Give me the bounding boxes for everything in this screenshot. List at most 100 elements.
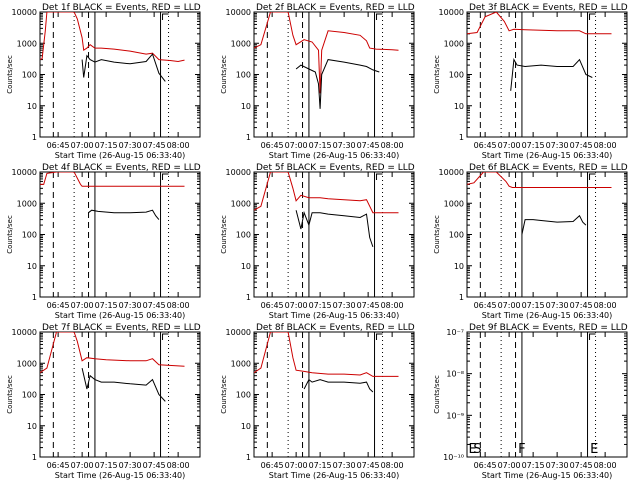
plot-frame	[253, 331, 415, 458]
plot-frame	[466, 171, 628, 298]
chart-title: Det 5f BLACK = Events, RED = LLD	[256, 163, 415, 173]
x-axis-label: Start Time (26-Aug-15 06:33:40)	[482, 471, 613, 480]
plot-frame	[466, 331, 628, 458]
y-axis-label: Counts/sec	[6, 55, 14, 94]
x-axis-label: Start Time (26-Aug-15 06:33:40)	[269, 151, 400, 160]
chart-panel-6: Det 6f BLACK = Events, RED = LLD 1 10 100 10…	[433, 163, 628, 320]
chart-panel-2: Det 2f BLACK = Events, RED = LLD 1 10 100 10…	[220, 3, 415, 160]
x-tick-label: 08:00	[381, 461, 404, 470]
chart-title: Det 1f BLACK = Events, RED = LLD	[42, 3, 201, 13]
y-tick-label: 10000	[439, 8, 464, 17]
y-tick-label: 1000	[17, 39, 37, 48]
x-tick-label: 07:30	[546, 141, 569, 150]
x-tick-label: 07:45	[570, 141, 593, 150]
x-tick-label: 08:00	[167, 301, 190, 310]
series-lld	[40, 172, 185, 187]
y-tick-label: 100	[22, 231, 37, 240]
series-lld	[40, 12, 185, 63]
y-axis-label: Counts/sec	[6, 375, 14, 414]
x-tick-label: 07:15	[95, 301, 118, 310]
y-tick-label: 10	[454, 102, 464, 111]
x-tick-label: 07:30	[546, 461, 569, 470]
x-tick-label: 08:00	[594, 461, 617, 470]
y-tick-label: 10000	[226, 8, 251, 17]
chart-title: Det 8f BLACK = Events, RED = LLD	[256, 323, 415, 333]
x-tick-label: 07:00	[285, 141, 308, 150]
x-tick-label: 06:45	[261, 461, 284, 470]
y-tick-label: 1	[246, 293, 251, 302]
plot-frame	[253, 171, 415, 298]
y-axis-label: Counts/sec	[220, 215, 228, 254]
x-tick-label: 07:45	[570, 461, 593, 470]
plot-frame	[39, 11, 201, 138]
x-tick-label: 07:30	[333, 301, 356, 310]
x-tick-label: 08:00	[381, 301, 404, 310]
y-tick-label: 100	[236, 231, 251, 240]
x-tick-label: 06:45	[474, 141, 497, 150]
y-tick-label: 100	[236, 391, 251, 400]
x-axis-label: Start Time (26-Aug-15 06:33:40)	[55, 471, 186, 480]
series-lld	[254, 12, 399, 94]
x-axis-label: Start Time (26-Aug-15 06:33:40)	[55, 311, 186, 320]
y-tick-label: 10	[241, 102, 251, 111]
y-tick-label: 1	[32, 133, 37, 142]
x-axis-label: Start Time (26-Aug-15 06:33:40)	[269, 471, 400, 480]
series-lld	[40, 332, 185, 374]
y-tick-label: 1000	[17, 359, 37, 368]
chart-panel-1: Det 1f BLACK = Events, RED = LLD 1 10 100 10…	[6, 3, 201, 160]
y-tick-label: 10	[454, 262, 464, 271]
series-events	[295, 59, 380, 109]
y-tick-label: 1000	[444, 199, 464, 208]
x-tick-label: 06:45	[47, 301, 70, 310]
x-tick-label: 06:45	[47, 141, 70, 150]
marker-bracket	[162, 333, 169, 340]
x-tick-label: 07:00	[498, 461, 521, 470]
x-tick-label: 08:00	[381, 141, 404, 150]
x-tick-label: 07:00	[71, 141, 94, 150]
plot-frame	[253, 11, 415, 138]
marker-bracket	[376, 13, 383, 20]
marker-bracket	[589, 173, 596, 180]
x-tick-label: 07:00	[285, 461, 308, 470]
y-tick-label: 1	[32, 453, 37, 462]
y-tick-label: 10	[27, 262, 37, 271]
series-events	[510, 58, 593, 91]
y-tick-label: 10⁻⁸	[446, 370, 464, 379]
chart-title: Det 4f BLACK = Events, RED = LLD	[42, 163, 201, 173]
chart-panel-5: Det 5f BLACK = Events, RED = LLD 1 10 100 10…	[220, 163, 415, 320]
series-events	[295, 210, 374, 248]
series-events	[88, 209, 160, 220]
marker-bracket	[376, 173, 383, 180]
series-lld	[254, 332, 399, 377]
chart-title: Det 3f BLACK = Events, RED = LLD	[469, 3, 628, 13]
chart-panel-8: Det 8f BLACK = Events, RED = LLD 1 10 100 10…	[220, 323, 415, 480]
x-tick-label: 07:30	[333, 141, 356, 150]
chart-panel-7: Det 7f BLACK = Events, RED = LLD 1 10 100 10…	[6, 323, 201, 480]
y-tick-label: 1	[246, 133, 251, 142]
y-tick-label: 1000	[231, 199, 251, 208]
x-tick-label: 07:15	[522, 301, 545, 310]
x-tick-label: 07:15	[95, 141, 118, 150]
x-tick-label: 07:45	[570, 301, 593, 310]
y-tick-label: 10000	[12, 328, 37, 337]
x-tick-label: 07:30	[119, 301, 142, 310]
x-tick-label: 07:15	[309, 141, 332, 150]
x-tick-label: 06:45	[47, 461, 70, 470]
x-tick-label: 06:45	[474, 301, 497, 310]
y-tick-label: 1000	[444, 39, 464, 48]
x-tick-label: 07:45	[357, 301, 380, 310]
y-tick-label: 100	[449, 71, 464, 80]
x-tick-label: 08:00	[594, 301, 617, 310]
y-axis-label: Counts/sec	[220, 55, 228, 94]
marker-letter: E	[590, 442, 598, 457]
x-tick-label: 07:15	[309, 301, 332, 310]
marker-bracket	[589, 333, 596, 340]
chart-title: Det 7f BLACK = Events, RED = LLD	[42, 323, 201, 333]
x-tick-label: 07:00	[498, 141, 521, 150]
series-events	[521, 214, 587, 235]
y-tick-label: 10	[27, 422, 37, 431]
marker-bracket	[162, 173, 169, 180]
y-tick-label: 1000	[17, 199, 37, 208]
x-tick-label: 07:30	[546, 301, 569, 310]
